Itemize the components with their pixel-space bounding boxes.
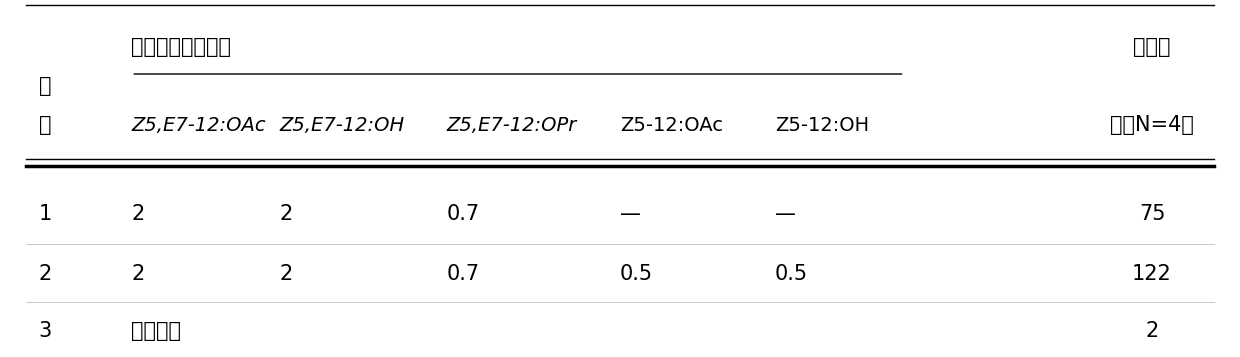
Text: Z5,E7-12:OPr: Z5,E7-12:OPr [446,116,577,135]
Text: 0.7: 0.7 [446,264,480,284]
Text: 诱蛾总: 诱蛾总 [1133,37,1171,57]
Text: Z5-12:OH: Z5-12:OH [775,116,869,135]
Text: —: — [775,204,796,224]
Text: —: — [620,204,641,224]
Text: 2: 2 [1146,321,1158,341]
Text: 0.5: 0.5 [775,264,807,284]
Text: 诱芯成分（毫克）: 诱芯成分（毫克） [131,37,232,57]
Text: 75: 75 [1138,204,1166,224]
Text: 2: 2 [280,204,293,224]
Text: 1: 1 [38,204,52,224]
Text: 2: 2 [38,264,52,284]
Text: 0.7: 0.7 [446,204,480,224]
Text: Z5,E7-12:OAc: Z5,E7-12:OAc [131,116,265,135]
Text: Z5-12:OAc: Z5-12:OAc [620,116,723,135]
Text: 理: 理 [38,115,51,135]
Text: 2: 2 [280,264,293,284]
Text: 2: 2 [131,264,145,284]
Text: 处: 处 [38,76,51,96]
Text: 溶剂对照: 溶剂对照 [131,321,181,341]
Text: 2: 2 [131,204,145,224]
Text: 数（N=4）: 数（N=4） [1110,115,1194,135]
Text: 0.5: 0.5 [620,264,653,284]
Text: 3: 3 [38,321,52,341]
Text: 122: 122 [1132,264,1172,284]
Text: Z5,E7-12:OH: Z5,E7-12:OH [280,116,405,135]
